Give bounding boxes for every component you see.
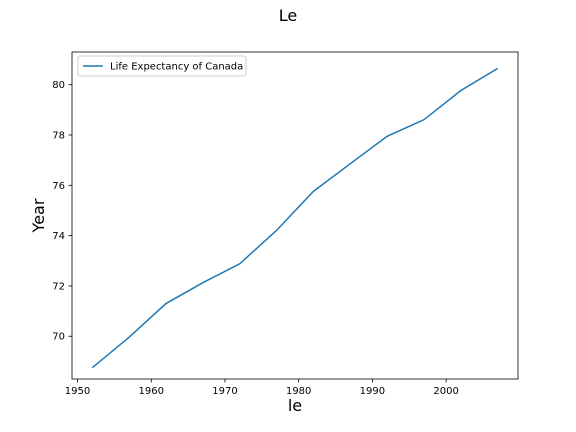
x-tick-label: 1960 xyxy=(139,386,164,397)
y-axis-title: Year xyxy=(29,198,48,233)
x-tick-label: 1990 xyxy=(360,386,385,397)
y-tick-label: 80 xyxy=(52,80,65,91)
y-tick-label: 78 xyxy=(52,131,65,142)
x-axis: 1950 1960 1970 1980 1990 2000 xyxy=(65,379,459,397)
chart-title: Le xyxy=(279,6,297,25)
x-axis-title: le xyxy=(288,396,302,415)
y-tick-label: 70 xyxy=(52,332,65,343)
plot-area xyxy=(72,52,518,379)
y-tick-label: 76 xyxy=(52,181,65,192)
legend-box xyxy=(77,55,247,77)
x-tick-label: 1950 xyxy=(65,386,90,397)
x-tick-label: 1970 xyxy=(212,386,237,397)
y-axis: 70 72 74 76 78 80 xyxy=(52,80,72,343)
x-tick-label: 2000 xyxy=(433,386,458,397)
plot-frame xyxy=(71,51,519,380)
x-tick-label: 1980 xyxy=(286,386,311,397)
y-tick-label: 74 xyxy=(52,231,65,242)
legend-label: Life Expectancy of Canada xyxy=(110,62,243,73)
series-line-life-expectancy-canada xyxy=(91,67,499,369)
legend: Life Expectancy of Canada xyxy=(77,55,247,77)
y-tick-label: 72 xyxy=(52,281,65,292)
